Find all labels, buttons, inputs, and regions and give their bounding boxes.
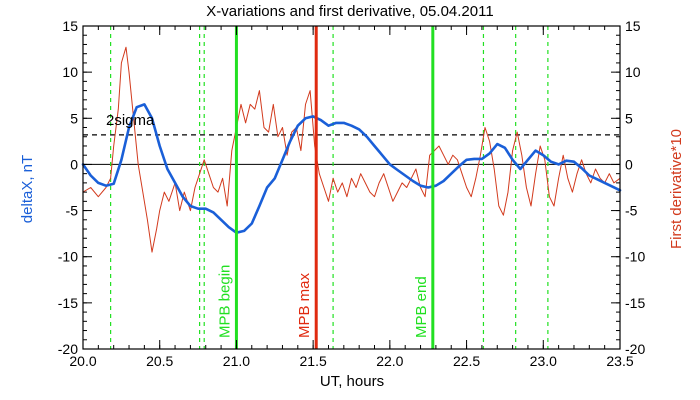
- x-tick-label: 21.0: [223, 353, 250, 369]
- x-axis-title: UT, hours: [320, 373, 384, 390]
- deltax-series-line: [81, 103, 622, 234]
- x-tick-label: 22.0: [376, 353, 403, 369]
- y-tick-label-left: 0: [70, 156, 78, 172]
- y-tick-label-left: -15: [58, 295, 78, 311]
- y-tick-label-right: 10: [625, 64, 641, 80]
- vertical-marker-label-2: MPB end: [413, 276, 430, 338]
- y-tick-label-left: 5: [70, 110, 78, 126]
- axes: 20.0 20.5 21.0 21.5 22.0 22.5 23.0 23.5 15 15 10 10…: [58, 18, 646, 369]
- annotations: MPB begin MPB max MPB end 2sigma: [106, 26, 435, 349]
- vertical-marker-label-0: MPB begin: [216, 265, 233, 338]
- x-tick-label: 20.0: [69, 353, 96, 369]
- sigma-label: 2sigma: [106, 112, 155, 129]
- y-tick-label-right: 15: [625, 18, 641, 34]
- plot-frame: [82, 25, 621, 350]
- y-tick-label-left: -20: [58, 341, 78, 357]
- y-tick-label-left: -5: [66, 203, 79, 219]
- y-tick-label-right: -10: [625, 249, 645, 265]
- y-tick-label-right: -20: [625, 341, 645, 357]
- y-axis-title-right: First derivative*10: [668, 129, 685, 249]
- chart-title: X-variations and first derivative, 05.04…: [206, 3, 493, 20]
- derivative-series-line: [82, 46, 621, 253]
- x-tick-label: 21.5: [300, 353, 327, 369]
- vertical-marker-label-1: MPB max: [296, 272, 313, 338]
- y-tick-label-left: -10: [58, 249, 78, 265]
- x-tick-label: 23.0: [530, 353, 557, 369]
- y-tick-label-right: -5: [625, 203, 638, 219]
- x-tick-label: 23.5: [606, 353, 633, 369]
- x-tick-label: 22.5: [453, 353, 480, 369]
- y-tick-label-right: 0: [625, 156, 633, 172]
- y-axis-title-left: deltaX, nT: [19, 155, 36, 223]
- y-tick-label-right: -15: [625, 295, 645, 311]
- plot-area: [81, 26, 622, 349]
- y-tick-label-left: 15: [62, 18, 78, 34]
- y-tick-label-left: 10: [62, 64, 78, 80]
- y-tick-label-right: 5: [625, 110, 633, 126]
- x-tick-label: 20.5: [146, 353, 173, 369]
